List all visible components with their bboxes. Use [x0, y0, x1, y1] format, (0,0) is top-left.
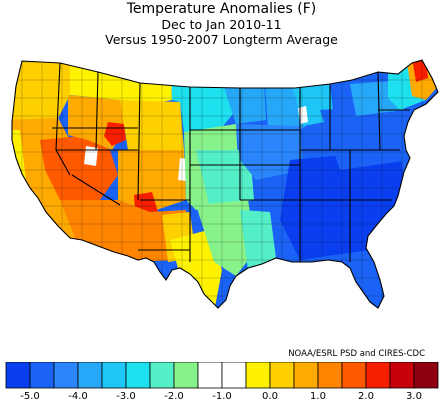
- legend-swatch: [197, 362, 223, 389]
- legend-label: -3.0: [116, 391, 136, 400]
- legend-swatch: [101, 362, 127, 389]
- legend-swatch: [5, 362, 31, 389]
- legend-swatch: [173, 362, 199, 389]
- region-white-gap-1: [84, 146, 98, 166]
- legend-swatch: [245, 362, 271, 389]
- legend-swatch: [341, 362, 367, 389]
- legend-swatch: [77, 362, 103, 389]
- data-credit: NOAA/ESRL PSD and CIRES-CDC: [288, 349, 425, 359]
- legend-label: 1.0: [310, 391, 326, 400]
- legend-label: -2.0: [164, 391, 184, 400]
- legend-swatch: [293, 362, 319, 389]
- legend-label: -4.0: [68, 391, 88, 400]
- legend-swatch: [53, 362, 79, 389]
- map-period: Dec to Jan 2010-11: [161, 17, 282, 32]
- legend-label: 2.0: [358, 391, 374, 400]
- legend-swatch: [269, 362, 295, 389]
- legend-swatch: [149, 362, 175, 389]
- legend-label: 3.0: [406, 391, 422, 400]
- legend-swatch: [125, 362, 151, 389]
- legend-label: -1.0: [212, 391, 232, 400]
- legend-swatch: [221, 362, 247, 389]
- region-texas-central: [196, 200, 256, 276]
- legend-swatch: [29, 362, 55, 389]
- color-legend: -5.0-4.0-3.0-2.0-1.00.01.02.03.04.05.0: [5, 362, 439, 400]
- region-wyoming: [120, 100, 184, 156]
- region-texas-east: [240, 210, 276, 270]
- map-header: Temperature Anomalies (F) Dec to Jan 201…: [0, 0, 443, 47]
- map-title: Temperature Anomalies (F): [126, 1, 317, 17]
- map-baseline: Versus 1950-2007 Longterm Average: [105, 32, 338, 47]
- region-mid-atlantic: [320, 104, 410, 170]
- legend-swatch: [413, 362, 439, 389]
- state-boundaries: [11, 59, 439, 309]
- region-montana: [70, 60, 172, 104]
- legend-label: 0.0: [262, 391, 278, 400]
- legend-swatches: [5, 362, 439, 389]
- legend-swatch: [317, 362, 343, 389]
- anomaly-regions: [12, 60, 438, 308]
- legend-swatch: [389, 362, 415, 389]
- legend-swatch: [365, 362, 391, 389]
- legend-labels: -5.0-4.0-3.0-2.0-1.00.01.02.03.04.05.0: [20, 391, 422, 400]
- legend-label: -5.0: [20, 391, 40, 400]
